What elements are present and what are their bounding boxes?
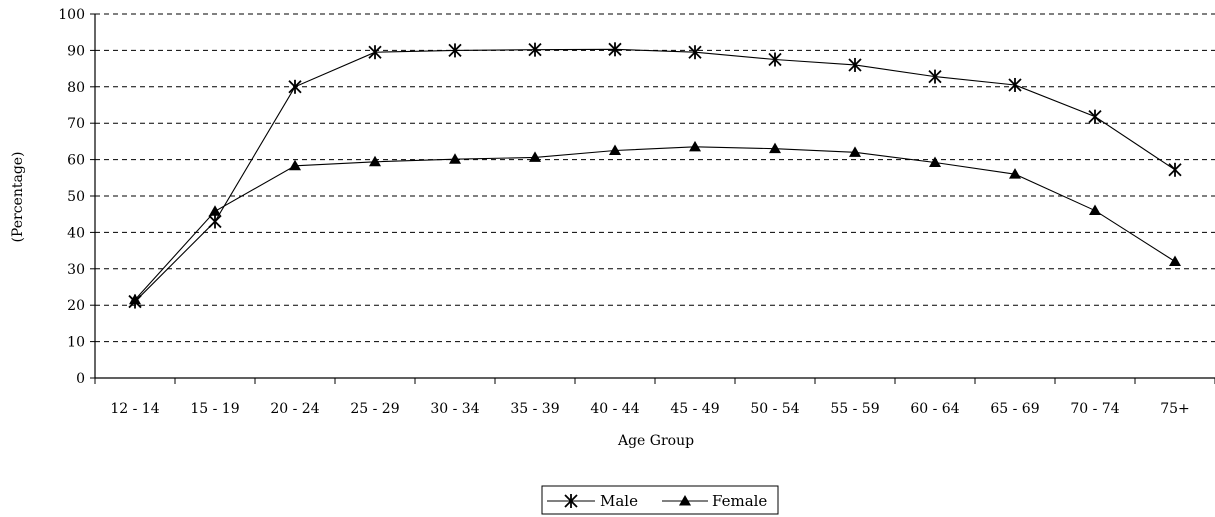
y-tick-label: 40: [67, 225, 85, 241]
x-tick-label: 20 - 24: [270, 401, 319, 417]
point-male: [288, 79, 302, 94]
x-tick-label: 45 - 49: [670, 401, 719, 417]
gridlines: [95, 13, 1215, 343]
y-tick-label: 50: [67, 189, 85, 205]
x-axis-title: Age Group: [617, 433, 694, 449]
point-male: [1008, 77, 1022, 92]
x-tick-label: 75+: [1160, 401, 1190, 417]
y-tick-label: 80: [67, 80, 85, 96]
series-line-female: [134, 146, 1176, 301]
x-tick-label: 70 - 74: [1070, 401, 1119, 417]
point-female: [369, 155, 381, 167]
point-female: [609, 144, 621, 155]
x-tick-label: 30 - 34: [430, 401, 479, 417]
point-female: [449, 153, 461, 164]
legend-box: [541, 485, 779, 515]
point-male: [528, 42, 542, 57]
y-tick-label: 90: [67, 43, 85, 59]
x-tick-label: 25 - 29: [350, 401, 399, 417]
point-female: [1169, 255, 1181, 267]
x-tick-label: 65 - 69: [990, 401, 1039, 417]
legend: Male Female: [541, 485, 779, 515]
legend-label-female: Female: [712, 492, 767, 510]
point-male: [368, 45, 382, 60]
x-tick-label: 55 - 59: [830, 401, 879, 417]
x-tick-label: 60 - 64: [910, 401, 959, 417]
point-male: [1168, 162, 1182, 177]
point-female: [689, 140, 701, 152]
point-female: [129, 293, 141, 305]
legend-marker-female: [679, 495, 691, 506]
y-tick-label: 20: [67, 298, 85, 314]
legend-label-male: Male: [600, 492, 638, 510]
series-male: [128, 42, 1182, 309]
series-female: [129, 140, 1181, 305]
point-male: [208, 214, 222, 229]
y-tick-label: 10: [67, 335, 85, 351]
y-axis-title: (Percentage): [10, 151, 26, 242]
point-male: [848, 57, 862, 72]
y-tick-label: 0: [76, 371, 85, 387]
x-tick-label: 15 - 19: [190, 401, 239, 417]
y-tick-label: 100: [58, 7, 85, 23]
series-line-male: [134, 48, 1176, 302]
point-male: [768, 52, 782, 67]
point-male: [1088, 109, 1102, 124]
point-female: [209, 205, 221, 216]
y-tick-label: 70: [67, 116, 85, 132]
x-axis-ticks: 12 - 14 15 - 19 20 - 24 25 - 29 30 - 34 35 - …: [94, 378, 1215, 417]
point-female: [849, 146, 861, 157]
point-male: [688, 45, 702, 60]
point-male: [608, 42, 622, 57]
point-male: [928, 69, 942, 84]
series-layer: [128, 42, 1182, 309]
y-axis-ticks: 0 10 20 30 40 50 60 70 80 90 100: [58, 7, 95, 387]
x-tick-label: 40 - 44: [590, 401, 639, 417]
point-female: [929, 156, 941, 168]
point-female: [1009, 168, 1021, 179]
legend-marker-male: [564, 494, 578, 508]
point-female: [769, 142, 781, 154]
point-female: [529, 151, 541, 162]
x-tick-label: 50 - 54: [750, 401, 799, 417]
point-female: [1089, 204, 1101, 216]
x-tick-label: 35 - 39: [510, 401, 559, 417]
y-tick-label: 60: [67, 153, 85, 169]
point-female: [289, 159, 301, 171]
y-tick-label: 30: [67, 262, 85, 278]
point-male: [448, 43, 462, 58]
x-tick-label: 12 - 14: [110, 401, 159, 417]
